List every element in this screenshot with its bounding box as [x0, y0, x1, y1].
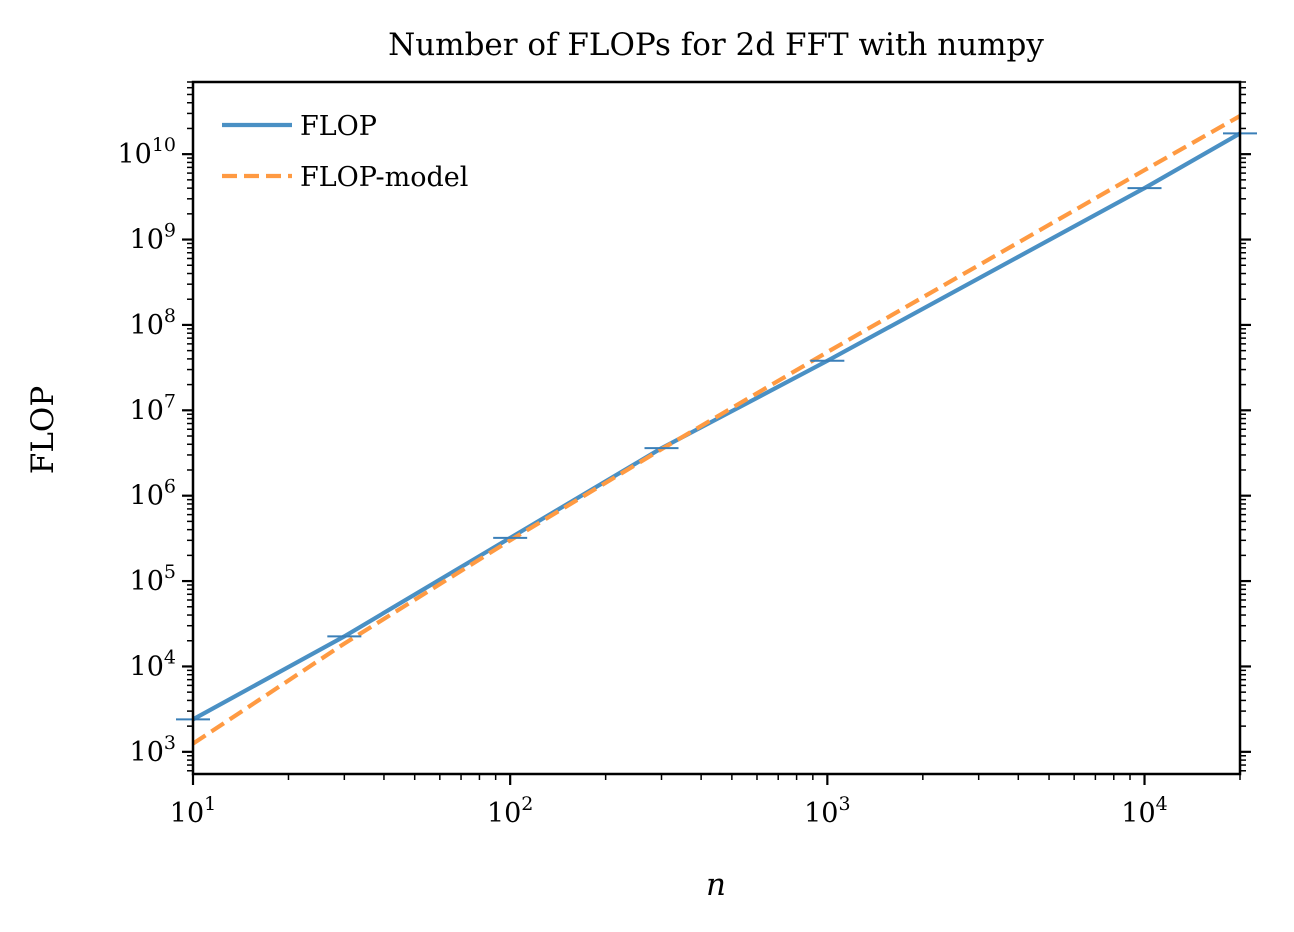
series-line-2: [191, 114, 1242, 746]
legend-label: FLOP: [300, 111, 377, 142]
y-tick-label: 104: [130, 646, 176, 682]
x-axis-ticks: 101 102 103 104: [170, 774, 1241, 829]
x-tick-label: 103: [804, 793, 850, 829]
y-tick-label: 1010: [117, 134, 176, 170]
data-markers: [176, 132, 1257, 721]
x-tick-label: 104: [1121, 793, 1167, 829]
y-tick-label: 108: [130, 305, 176, 341]
y-tick-label: 107: [130, 390, 176, 426]
y-tick-label: 105: [130, 561, 176, 597]
legend: FLOP FLOP-model: [222, 111, 468, 193]
legend-item: FLOP: [222, 111, 377, 142]
x-tick-label: 102: [487, 793, 533, 829]
series-line-1: [191, 131, 1242, 722]
y-tick-label: 109: [130, 220, 176, 256]
plot-lines: [191, 114, 1242, 746]
x-tick-label: 101: [170, 793, 216, 829]
y-tick-label: 106: [130, 476, 176, 512]
legend-item: FLOP-model: [222, 162, 468, 193]
y-tick-label: 103: [130, 732, 176, 768]
plot-frame: [191, 80, 1242, 776]
legend-label: FLOP-model: [300, 162, 468, 193]
y-axis-ticks: 103 104 105 106 107 108 109 1010: [117, 81, 1251, 772]
chart-title: Number of FLOPs for 2d FFT with numpy: [388, 27, 1044, 63]
y-axis-label: FLOP: [25, 386, 61, 474]
x-axis-label: n: [706, 867, 726, 903]
